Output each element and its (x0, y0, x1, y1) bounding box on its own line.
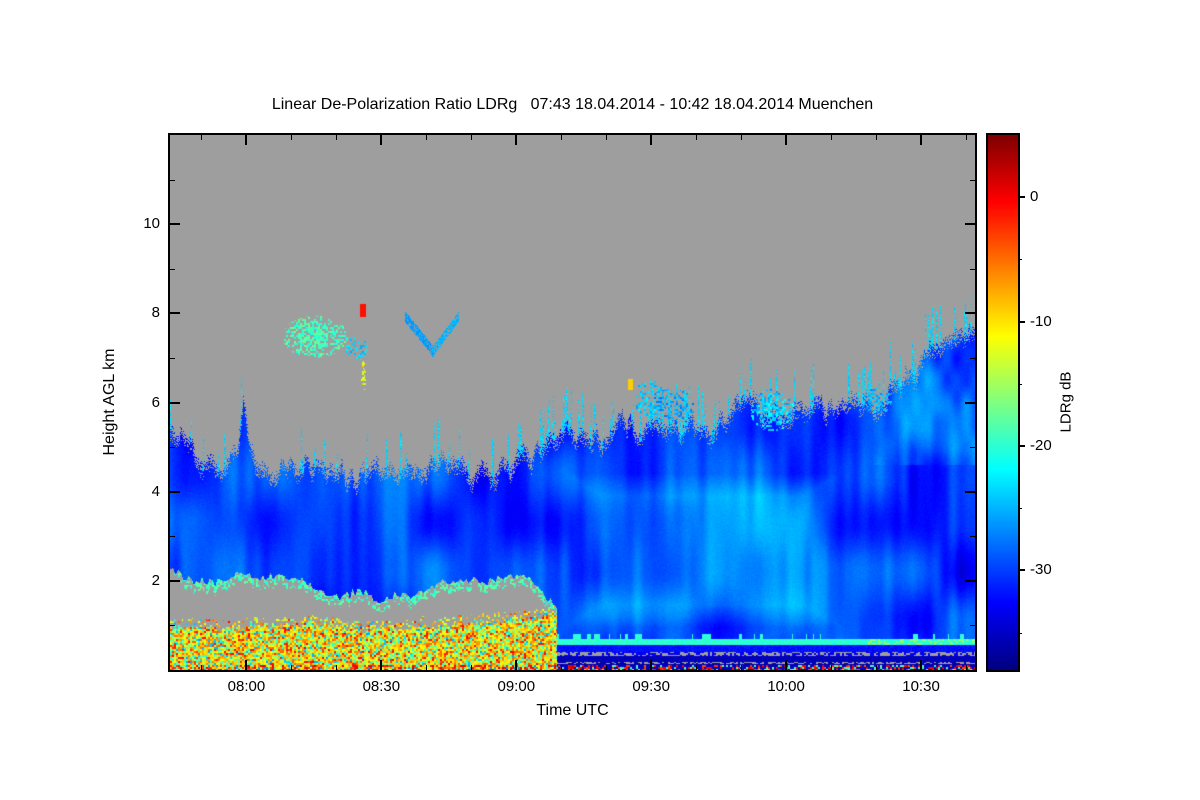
colorbar-tick-label: -20 (1030, 437, 1052, 455)
x-tick-mark (515, 660, 518, 670)
y-tick-mark (170, 223, 180, 226)
colorbar-minor-tick-mark (1018, 508, 1022, 510)
y-tick-mark (965, 490, 975, 493)
x-minor-tick-mark (471, 135, 473, 140)
x-minor-tick-mark (426, 135, 428, 140)
y-minor-tick-mark (170, 536, 175, 538)
x-minor-tick-mark (201, 665, 203, 670)
y-tick-mark (170, 401, 180, 404)
x-minor-tick-mark (561, 135, 563, 140)
x-minor-tick-mark (201, 135, 203, 140)
y-tick-mark (170, 312, 180, 315)
plot-area (168, 133, 977, 672)
x-minor-tick-mark (741, 665, 743, 670)
x-tick-label: 09:30 (632, 678, 670, 695)
x-tick-mark (650, 660, 653, 670)
y-minor-tick-mark (170, 268, 175, 270)
x-axis-label: Time UTC (536, 702, 609, 719)
y-tick-mark (170, 579, 180, 582)
x-tick-mark (515, 135, 518, 145)
x-minor-tick-mark (876, 665, 878, 670)
y-tick-mark (965, 579, 975, 582)
x-minor-tick-mark (291, 665, 293, 670)
x-minor-tick-mark (336, 665, 338, 670)
x-minor-tick-mark (696, 665, 698, 670)
x-tick-mark (380, 135, 383, 145)
colorbar-tick-mark (1018, 320, 1025, 323)
x-minor-tick-mark (831, 665, 833, 670)
y-axis-label: Height AGL km (101, 348, 118, 456)
x-tick-label: 10:30 (902, 678, 940, 695)
colorbar-canvas (988, 135, 1018, 670)
x-tick-label: 09:00 (497, 678, 536, 695)
x-tick-mark (245, 660, 248, 670)
y-minor-tick-mark (970, 625, 975, 627)
colorbar-minor-tick-mark (1018, 632, 1022, 634)
colorbar (986, 133, 1020, 672)
x-tick-mark (245, 135, 248, 145)
y-tick-label: 4 (151, 482, 160, 500)
x-tick-mark (920, 135, 923, 145)
y-minor-tick-mark (970, 536, 975, 538)
y-tick-mark (965, 223, 975, 226)
x-tick-mark (920, 660, 923, 670)
y-minor-tick-mark (970, 268, 975, 270)
y-minor-tick-mark (970, 357, 975, 359)
x-tick-label: 10:00 (767, 678, 805, 695)
y-tick-mark (965, 401, 975, 404)
y-tick-label: 2 (151, 571, 160, 589)
heatmap-canvas (170, 135, 975, 670)
x-minor-tick-mark (291, 135, 293, 140)
y-minor-tick-mark (970, 179, 975, 181)
colorbar-tick-mark (1018, 445, 1025, 448)
y-minor-tick-mark (970, 447, 975, 449)
y-tick-label: 10 (143, 215, 160, 233)
x-minor-tick-mark (966, 665, 967, 670)
colorbar-tick-mark (1018, 569, 1025, 572)
colorbar-label: LDRg dB (1057, 371, 1075, 433)
colorbar-minor-tick-mark (1018, 259, 1022, 261)
x-minor-tick-mark (876, 135, 878, 140)
y-tick-label: 6 (151, 393, 160, 411)
x-minor-tick-mark (426, 665, 428, 670)
x-minor-tick-mark (471, 665, 473, 670)
x-minor-tick-mark (831, 135, 833, 140)
y-minor-tick-mark (170, 357, 175, 359)
plot-title: Linear De-Polarization Ratio LDRg 07:43 … (271, 96, 874, 113)
x-minor-tick-mark (606, 665, 608, 670)
x-minor-tick-mark (561, 665, 563, 670)
colorbar-tick-label: 0 (1030, 188, 1039, 206)
colorbar-minor-tick-mark (1018, 383, 1022, 385)
x-tick-mark (785, 135, 788, 145)
colorbar-tick-label: -10 (1030, 312, 1052, 330)
x-tick-label: 08:30 (362, 678, 401, 695)
y-minor-tick-mark (170, 625, 175, 627)
x-minor-tick-mark (741, 135, 743, 140)
colorbar-tick-mark (1018, 196, 1025, 199)
y-tick-label: 8 (151, 304, 160, 322)
x-tick-mark (785, 660, 788, 670)
x-minor-tick-mark (606, 135, 608, 140)
y-minor-tick-mark (170, 447, 175, 449)
y-minor-tick-mark (170, 179, 175, 181)
x-minor-tick-mark (336, 135, 338, 140)
x-minor-tick-mark (966, 135, 967, 140)
y-tick-mark (965, 312, 975, 315)
y-tick-mark (170, 490, 180, 493)
x-tick-mark (380, 660, 383, 670)
x-tick-mark (650, 135, 653, 145)
colorbar-tick-label: -30 (1030, 561, 1052, 579)
x-tick-label: 08:00 (227, 678, 266, 695)
x-minor-tick-mark (696, 135, 698, 140)
